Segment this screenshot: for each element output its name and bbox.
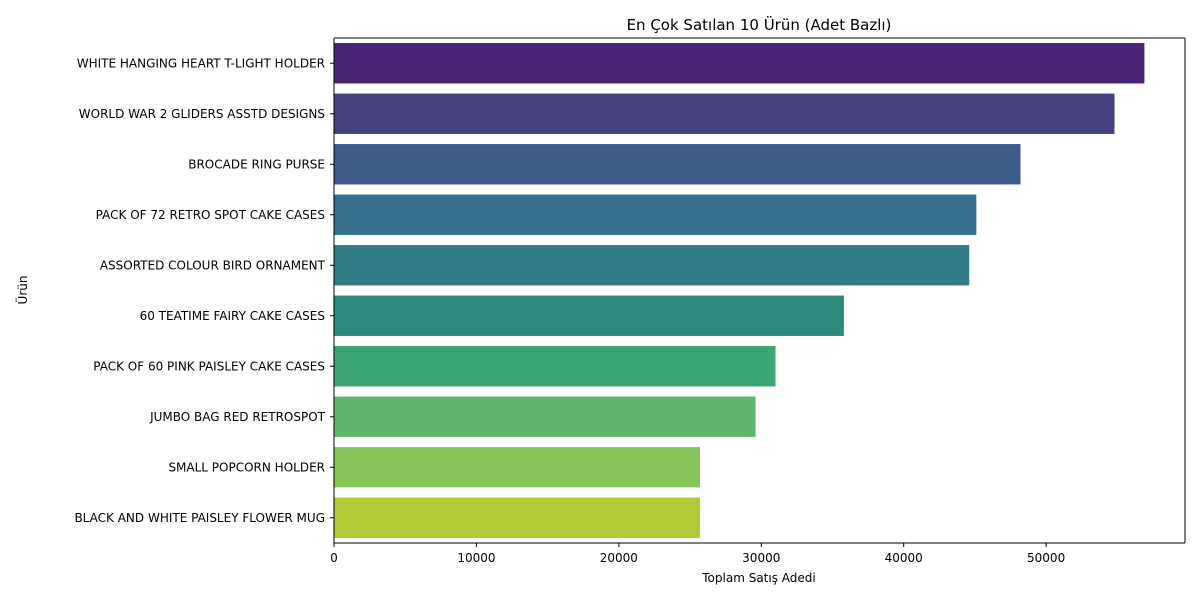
- x-tick-label: 30000: [742, 551, 780, 565]
- y-tick-label: 60 TEATIME FAIRY CAKE CASES: [140, 309, 325, 323]
- x-tick-label: 20000: [600, 551, 638, 565]
- bar: [334, 346, 776, 387]
- y-tick-label: WORLD WAR 2 GLIDERS ASSTD DESIGNS: [79, 107, 325, 121]
- y-tick-label: BLACK AND WHITE PAISLEY FLOWER MUG: [74, 511, 325, 525]
- bar: [334, 447, 701, 488]
- x-tick-label: 0: [330, 551, 338, 565]
- chart-title: En Çok Satılan 10 Ürün (Adet Bazlı): [627, 15, 892, 34]
- bar: [334, 295, 844, 336]
- x-axis-title: Toplam Satış Adedi: [701, 571, 815, 585]
- bars-layer: [334, 43, 1145, 538]
- x-tick-label: 10000: [457, 551, 495, 565]
- bar: [334, 194, 977, 235]
- x-tick-label: 50000: [1027, 551, 1065, 565]
- y-tick-label: PACK OF 60 PINK PAISLEY CAKE CASES: [93, 359, 325, 373]
- bar: [334, 497, 701, 538]
- bar: [334, 144, 1021, 185]
- y-axis-title: Ürün: [14, 276, 30, 305]
- y-tick-label: SMALL POPCORN HOLDER: [168, 460, 325, 474]
- y-tick-labels: WHITE HANGING HEART T-LIGHT HOLDER WORLD …: [74, 56, 334, 525]
- bar: [334, 43, 1145, 84]
- x-tick-label: 40000: [885, 551, 923, 565]
- bar: [334, 245, 970, 286]
- y-tick-label: JUMBO BAG RED RETROSPOT: [149, 410, 326, 424]
- y-tick-label: PACK OF 72 RETRO SPOT CAKE CASES: [96, 208, 325, 222]
- y-tick-label: WHITE HANGING HEART T-LIGHT HOLDER: [77, 56, 325, 70]
- bar: [334, 93, 1115, 134]
- bar: [334, 396, 756, 437]
- x-tick-labels: 0 10000 20000 30000 40000 50000: [330, 543, 1065, 565]
- y-tick-label: BROCADE RING PURSE: [188, 157, 325, 171]
- y-tick-label: ASSORTED COLOUR BIRD ORNAMENT: [100, 258, 326, 272]
